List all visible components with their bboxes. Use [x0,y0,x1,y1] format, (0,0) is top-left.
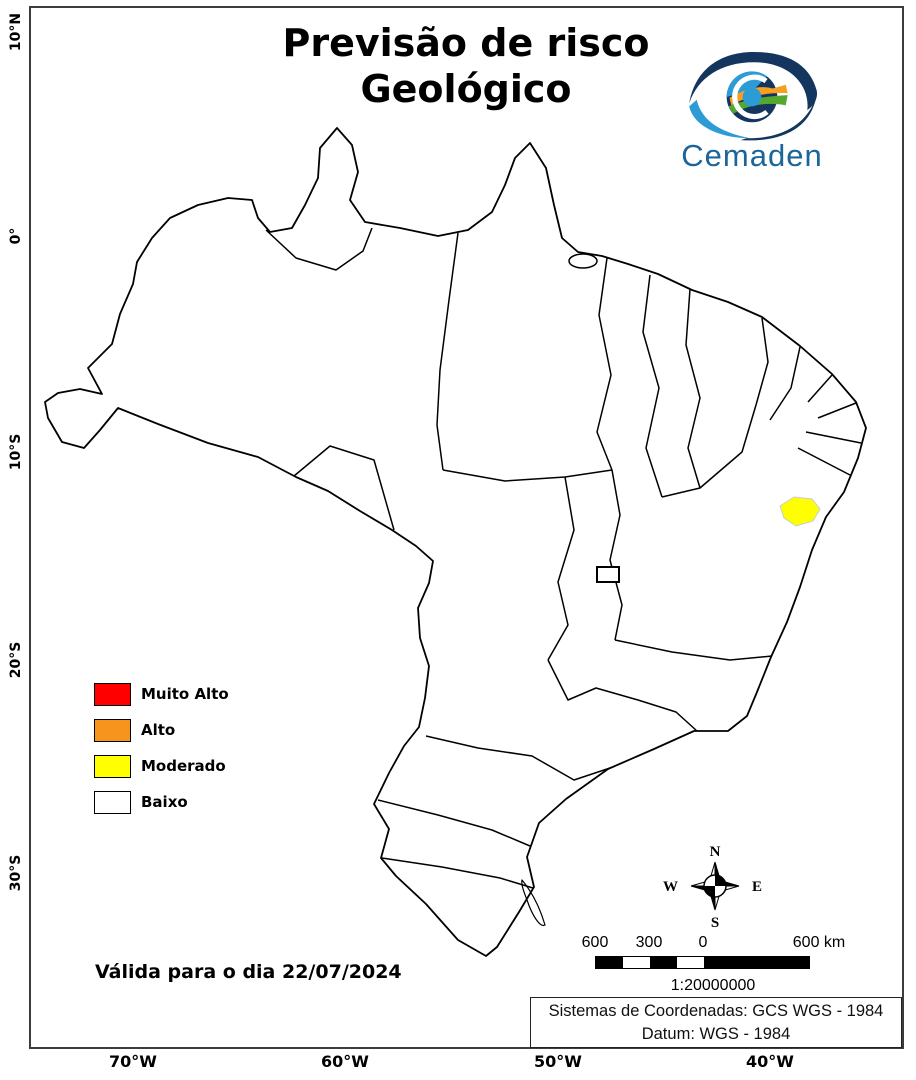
scalebar-segment [677,957,704,968]
compass-north-label: N [710,844,721,860]
risk-legend: Muito Alto Alto Moderado Baixo [94,682,229,826]
legend-label-alto: Alto [141,721,176,739]
lat-label-0: 0° [8,227,24,245]
legend-item-muito-alto: Muito Alto [94,682,229,706]
lat-label-10s: 10°S [8,433,24,471]
lon-label-70w: 70°W [109,1052,157,1071]
cemaden-logo-text: Cemaden [681,138,823,173]
scalebar-tick-300: 300 [635,934,663,951]
lon-label-40w: 40°W [746,1052,794,1071]
legend-swatch-muito-alto [94,682,131,706]
lat-label-20s: 20°S [8,641,24,679]
compass-west-label: W [663,879,678,895]
scalebar-segment [650,957,677,968]
distrito-federal-box [596,566,620,583]
legend-label-baixo: Baixo [141,793,188,811]
legend-label-moderado: Moderado [141,757,226,775]
legend-label-muito-alto: Muito Alto [141,685,229,703]
risk-area-moderado [779,496,821,527]
lat-label-10n: 10°N [8,12,24,52]
legend-swatch-alto [94,718,131,742]
map-frame [29,6,904,1049]
scalebar-segment [596,957,623,968]
page-title: Previsão de risco Geológico [166,20,766,112]
title-line-1: Previsão de risco [282,21,650,65]
scalebar-tick-0: 0 [698,934,708,951]
title-line-2: Geológico [360,67,572,111]
brazil-outline [44,127,867,957]
compass-south-label: S [711,915,719,931]
legend-swatch-moderado [94,754,131,778]
compass-east-label: E [752,879,762,895]
scale-bar [595,956,810,969]
state-borders [265,227,862,926]
legend-item-moderado: Moderado [94,754,229,778]
validity-date-text: Válida para o dia 22/07/2024 [95,961,402,983]
lat-label-30s: 30°S [8,854,24,892]
scalebar-tick-600km: 600 km [792,934,846,951]
scalebar-tick-600-left: 600 [581,934,609,951]
scalebar-segment [704,957,809,968]
coordinate-system-text: Sistemas de Coordenadas: GCS WGS - 1984 [548,1001,884,1020]
lon-label-60w: 60°W [321,1052,369,1071]
lon-label-50w: 50°W [534,1052,582,1071]
cemaden-logo: Cemaden [662,50,842,175]
datum-text: Datum: WGS - 1984 [641,1024,791,1043]
legend-item-alto: Alto [94,718,229,742]
compass-rose: N S E W [663,844,762,931]
legend-swatch-baixo [94,790,131,814]
cemaden-eye-icon [689,51,818,141]
scale-ratio-text: 1:20000000 [670,977,756,994]
scalebar-segment [623,957,650,968]
legend-item-baixo: Baixo [94,790,229,814]
coordinate-system-box: Sistemas de Coordenadas: GCS WGS - 1984 … [530,997,902,1048]
